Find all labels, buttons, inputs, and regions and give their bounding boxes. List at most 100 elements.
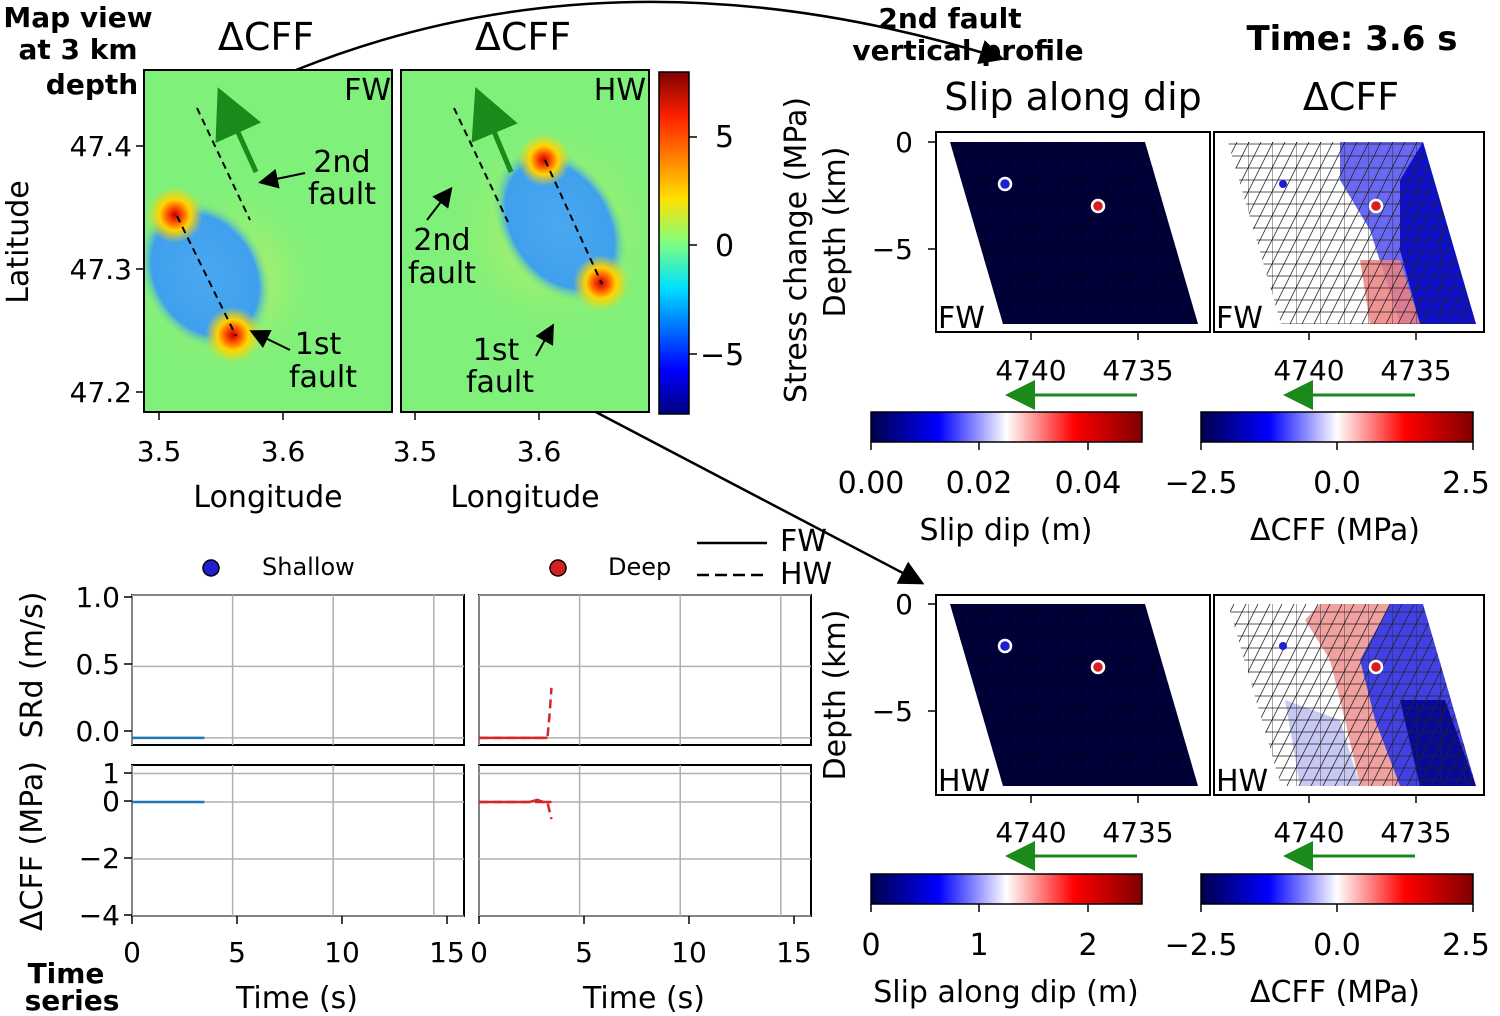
- profile-bottom-x-ticks: 4740 4735 4740 4735: [995, 795, 1452, 849]
- grid-cff-shallow: [131, 765, 464, 917]
- ts-l-xtick-10: 10: [324, 936, 360, 969]
- map-hw-xtick-1: 3.5: [393, 435, 438, 468]
- map-hw-frame: [400, 69, 650, 413]
- ctop-slip-tick-1: 0.02: [946, 466, 1013, 501]
- ts-r-xtick-5: 5: [575, 936, 593, 969]
- map-hw-2nd-pointer: [426, 186, 453, 221]
- map-y-ticks: 47.4 47.3 47.2: [70, 130, 144, 409]
- map-ytick-1: 47.4: [70, 130, 132, 163]
- series-line-hw: [479, 800, 553, 820]
- ptop-xtick-4735b: 4735: [1380, 354, 1451, 387]
- time-label: Time: 3.6 s: [1246, 19, 1457, 59]
- ts-r-xtick-15: 15: [776, 936, 812, 969]
- srd-tick-0: 0.0: [75, 715, 120, 748]
- lines-srd-deep: [479, 687, 553, 740]
- ts-cff-shallow-panel: [131, 764, 465, 917]
- map-fw-xlabel: Longitude: [193, 480, 342, 515]
- srd-tick-1: 1.0: [75, 581, 120, 614]
- map-hw-second-fault-line: [453, 107, 509, 223]
- colorbar-bottom-cff-ticks: −2.5 0.0 2.5: [1165, 904, 1490, 963]
- ts-cff-y-ticks: 1 0 −2 −4: [79, 757, 132, 932]
- map-fw-second-fault-line: [196, 107, 251, 221]
- second-fault-profile-line1: 2nd fault: [878, 2, 1021, 35]
- map-hw-xtick-2: 3.6: [517, 435, 562, 468]
- profile-hw-cff-mesh: [1228, 604, 1476, 786]
- legend-shallow-marker: [202, 559, 220, 577]
- colorbar-bottom-slip-label: Slip along dip (m): [873, 975, 1139, 1010]
- profile-hw-cff-tag: HW: [1216, 764, 1268, 799]
- colorbar-top-slip: [870, 411, 1143, 443]
- legend-fw-label: FW: [780, 524, 827, 559]
- cbot-slip-tick-0: 0: [861, 928, 880, 963]
- map-hw-tag: HW: [594, 73, 646, 108]
- ptop-xtick-4735a: 4735: [1102, 354, 1173, 387]
- cbar-tick-0: 0: [715, 229, 734, 264]
- legend-shallow-label: Shallow: [262, 553, 355, 581]
- profile-hw-slip-tag: HW: [938, 764, 990, 799]
- map-fw-slip-arrow: [215, 87, 262, 174]
- ptop-xtick-4740a: 4740: [995, 354, 1066, 387]
- ts-x-ticks-right: 0 5 10 15: [470, 916, 812, 969]
- map-fw-frame: [143, 69, 393, 413]
- cbar-tick-neg5: −5: [700, 338, 744, 373]
- cbot-cff-tick-0: −2.5: [1165, 928, 1238, 963]
- ctop-cff-tick-1: 0.0: [1313, 466, 1361, 501]
- lines-cff-deep: [479, 798, 553, 820]
- map-fw-tag: FW: [344, 73, 391, 108]
- map-ytick-2: 47.3: [70, 253, 132, 286]
- cff-tick-m2: −2: [79, 842, 120, 875]
- map-hw-1st-label: 1st: [473, 333, 520, 368]
- legend-deep-marker: [549, 559, 567, 577]
- map-ylabel: Latitude: [1, 180, 36, 303]
- ts-srd-ylabel: SRd (m/s): [15, 592, 50, 739]
- cbot-cff-tick-2: 2.5: [1442, 928, 1490, 963]
- deep-marker-hw-slip: [1090, 659, 1106, 675]
- profile-top-ylabel: Depth (km): [818, 147, 853, 318]
- map-colorbar-ticks: 5 0 −5: [689, 120, 744, 373]
- profile-bottom-y-ticks: 0 −5: [872, 588, 936, 728]
- ts-r-xtick-10: 10: [671, 936, 707, 969]
- map-hw-2nd-label2: fault: [408, 256, 476, 291]
- cbot-cff-tick-1: 0.0: [1313, 928, 1361, 963]
- second-fault-profile-line2: vertical profile: [852, 34, 1083, 67]
- map-ytick-3: 47.2: [70, 376, 132, 409]
- profile-fw-cff-tag: FW: [1216, 301, 1263, 336]
- map-colorbar-label: Stress change (MPa): [779, 97, 814, 403]
- map-fw-1st-pointer: [249, 330, 291, 351]
- profile-bottom-ylabel: Depth (km): [818, 610, 853, 781]
- map-view-line1: Map view: [3, 1, 152, 34]
- colorbar-bottom-cff: [1200, 873, 1474, 905]
- shallow-marker-hw-cff: [1279, 642, 1287, 650]
- map-fw-2nd-label: 2nd: [313, 145, 370, 180]
- ts-x-ticks-left: 0 5 10 15: [123, 916, 465, 969]
- time-series-label-line1: Time: [28, 957, 105, 990]
- map-hw-title: ΔCFF: [475, 15, 571, 59]
- ts-xlabel-left: Time (s): [235, 981, 358, 1016]
- map-fw-x-ticks: 3.5 3.6: [137, 412, 305, 468]
- shallow-marker-fw-cff: [1279, 180, 1287, 188]
- ctop-cff-tick-0: −2.5: [1165, 466, 1238, 501]
- ptop-xtick-4740b: 4740: [1273, 354, 1344, 387]
- legend-deep-label: Deep: [608, 553, 671, 581]
- ts-srd-deep-panel: [478, 594, 812, 746]
- map-fw-2nd-label2: fault: [308, 177, 376, 212]
- deep-marker-fw-cff: [1368, 198, 1384, 214]
- profile-fw-slip-tag: FW: [938, 301, 985, 336]
- profile-hw-slip-mesh: [950, 604, 1198, 786]
- grid-cff-deep: [478, 765, 811, 917]
- ts-l-xtick-0: 0: [123, 936, 141, 969]
- pbot-ytick-0: 0: [895, 588, 913, 621]
- ctop-slip-tick-2: 0.04: [1055, 466, 1122, 501]
- pbot-xtick-4740a: 4740: [995, 816, 1066, 849]
- cbar-tick-5: 5: [715, 120, 734, 155]
- colorbar-top-cff-label: ΔCFF (MPa): [1250, 513, 1420, 548]
- profile-cff-title: ΔCFF: [1303, 75, 1399, 119]
- colorbar-top-slip-ticks: 0.00 0.02 0.04: [838, 442, 1122, 501]
- ts-l-xtick-15: 15: [429, 936, 465, 969]
- cff-tick-m4: −4: [79, 899, 120, 932]
- colorbar-top-cff-ticks: −2.5 0.0 2.5: [1165, 442, 1490, 501]
- pbot-xtick-4735b: 4735: [1380, 816, 1451, 849]
- deep-marker-hw-cff: [1368, 659, 1384, 675]
- cbot-slip-tick-1: 1: [969, 928, 988, 963]
- map-view-line3: depth: [46, 68, 138, 101]
